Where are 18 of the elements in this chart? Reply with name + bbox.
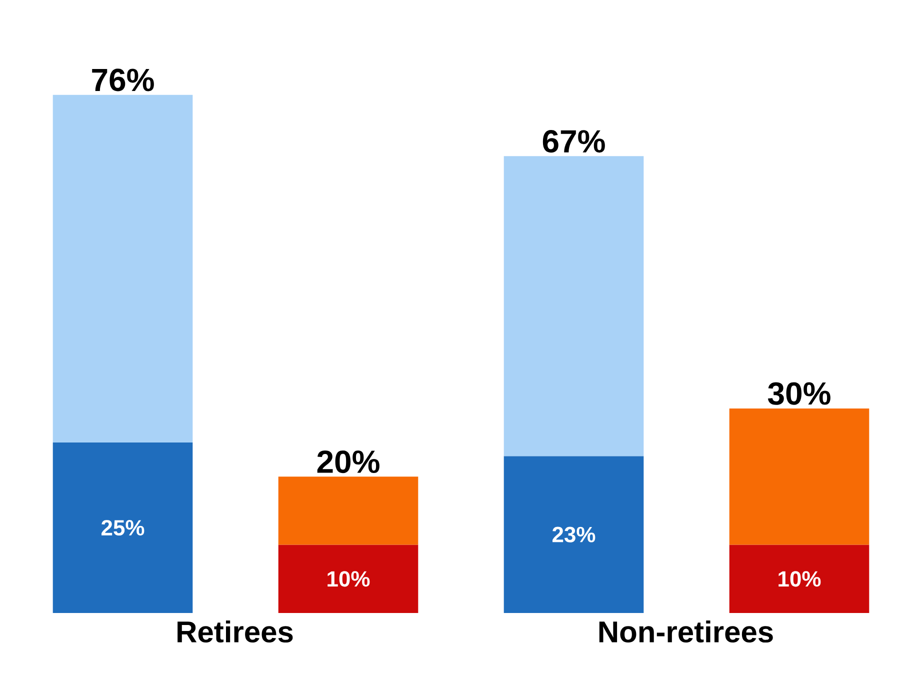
data-label: 25% [102, 520, 144, 536]
x-tick-label: Retirees [178, 620, 293, 643]
x-tick-label: Non-retirees [599, 620, 773, 643]
bar [504, 156, 644, 456]
data-label: 23% [552, 526, 596, 542]
bar [729, 408, 870, 545]
data-label: 10% [328, 571, 370, 587]
bar [52, 442, 193, 613]
bar [278, 544, 418, 613]
total-label: 67% [542, 130, 605, 153]
total-label: 20% [317, 450, 380, 474]
total-label: 30% [768, 382, 830, 405]
data-label: 10% [778, 571, 821, 587]
total-label: 76% [92, 68, 154, 92]
bar [504, 456, 644, 613]
bar [729, 544, 870, 613]
bar [52, 94, 193, 443]
bar [278, 476, 418, 545]
